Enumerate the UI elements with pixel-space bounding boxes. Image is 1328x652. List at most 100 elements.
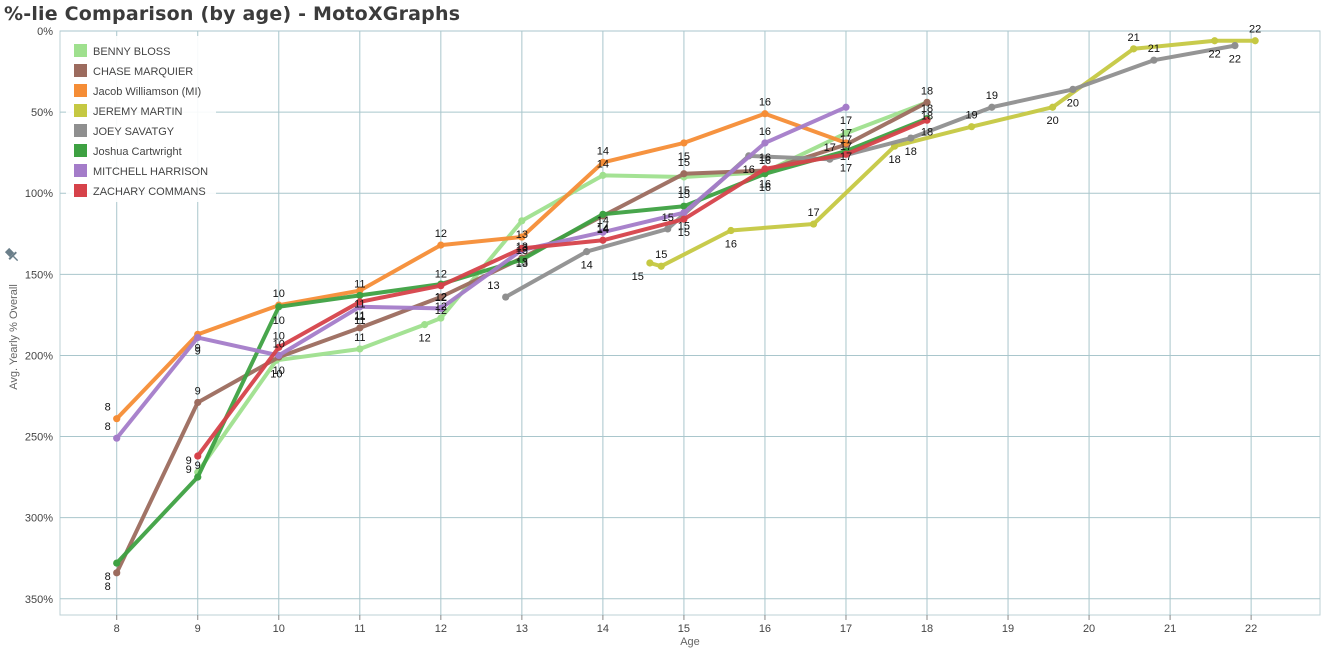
data-label: 15 <box>678 157 690 169</box>
legend-swatch <box>74 144 87 157</box>
data-label: 9 <box>195 385 201 397</box>
data-label: 10 <box>273 338 285 350</box>
data-point <box>518 217 526 225</box>
data-point <box>1130 45 1138 53</box>
data-label: 18 <box>905 146 917 158</box>
data-label: 15 <box>678 189 690 201</box>
data-label: 14 <box>597 145 609 157</box>
data-point <box>1150 56 1158 64</box>
data-point <box>421 321 429 329</box>
data-point <box>502 293 510 301</box>
x-tick-label: 20 <box>1083 623 1095 635</box>
data-label: 19 <box>965 110 977 122</box>
data-label: 11 <box>354 299 365 311</box>
data-point <box>194 473 202 481</box>
data-point <box>599 158 607 166</box>
pin-icon-base <box>8 251 17 260</box>
data-point <box>842 129 850 137</box>
data-point <box>680 139 688 147</box>
data-label: 20 <box>1067 97 1079 109</box>
data-label: 9 <box>195 342 201 354</box>
data-label: 12 <box>435 291 447 303</box>
legend-swatch <box>74 164 87 177</box>
legend-label: BENNY BLOSS <box>93 46 170 58</box>
data-label: 18 <box>888 154 900 166</box>
data-point <box>275 343 283 351</box>
data-label: 10 <box>273 288 285 300</box>
data-point <box>518 233 526 241</box>
data-point <box>113 569 121 577</box>
data-point <box>761 110 769 118</box>
data-label: 12 <box>435 269 447 281</box>
data-label: 11 <box>354 311 365 323</box>
legend-swatch <box>74 64 87 77</box>
data-label: 16 <box>759 155 771 167</box>
x-tick-label: 14 <box>597 623 609 635</box>
y-tick-label: 300% <box>25 513 53 525</box>
data-label: 13 <box>487 280 499 292</box>
data-label: 10 <box>273 365 285 377</box>
data-point <box>599 236 607 244</box>
data-label: 10 <box>273 330 285 342</box>
data-point <box>967 123 976 131</box>
data-label: 12 <box>435 301 447 313</box>
data-label: 13 <box>516 245 528 257</box>
data-point <box>113 559 121 567</box>
data-point <box>583 248 591 256</box>
x-tick-label: 8 <box>114 623 120 635</box>
axes: 8 9 10 11 12 13 14 15 16 17 18 19 20 21 22 0% 50% 100% 150… <box>4 26 1257 648</box>
data-label: 10 <box>273 315 285 327</box>
series-line-joey-savatgy <box>503 43 1237 299</box>
data-label: 15 <box>678 221 690 233</box>
x-tick-label: 16 <box>759 623 771 635</box>
legend-swatch <box>74 124 87 137</box>
data-label: 13 <box>516 256 528 268</box>
data-point <box>275 351 283 360</box>
data-point <box>113 434 121 442</box>
data-point <box>356 324 364 332</box>
series-line-zachary-commans <box>195 118 929 458</box>
data-point <box>437 241 445 249</box>
data-label: 8 <box>105 402 111 414</box>
data-label: 22 <box>1209 49 1221 61</box>
data-point <box>1251 37 1259 45</box>
chart-title: %-lie Comparison (by age) - MotoXGraphs <box>4 3 461 25</box>
y-tick-label: 250% <box>25 432 53 444</box>
y-tick-label: 200% <box>25 350 53 362</box>
data-label: 21 <box>1128 32 1140 44</box>
x-tick-label: 9 <box>195 623 201 635</box>
pin-icon-needle <box>12 255 19 262</box>
x-tick-label: 22 <box>1245 623 1257 635</box>
data-label: 18 <box>921 103 933 115</box>
data-point <box>988 103 996 111</box>
data-point <box>923 116 931 124</box>
y-axis-title: Avg. Yearly % Overall <box>8 284 20 390</box>
data-label: 14 <box>597 224 609 236</box>
data-point <box>194 334 202 342</box>
data-label: 15 <box>678 185 690 197</box>
data-point <box>356 291 364 300</box>
data-point <box>599 228 607 236</box>
plot-frame <box>59 30 1321 616</box>
data-point <box>761 139 769 147</box>
data-label: 13 <box>516 229 528 241</box>
data-label: 16 <box>759 126 771 138</box>
y-tick-label: 100% <box>25 188 53 200</box>
data-label: 12 <box>435 292 447 304</box>
data-point <box>1211 37 1219 45</box>
data-label: 15 <box>678 151 690 163</box>
data-label: 14 <box>597 158 609 170</box>
data-point <box>356 298 364 306</box>
x-tick-label: 18 <box>921 623 933 635</box>
data-point <box>761 165 769 173</box>
data-point <box>194 398 202 407</box>
data-point <box>194 452 202 460</box>
data-label: 14 <box>581 260 593 272</box>
data-label: 8 <box>105 581 111 593</box>
data-point <box>275 303 283 311</box>
data-point <box>664 225 672 233</box>
series-group <box>113 37 1259 577</box>
data-point <box>1049 103 1057 111</box>
data-label: 22 <box>1249 24 1261 36</box>
